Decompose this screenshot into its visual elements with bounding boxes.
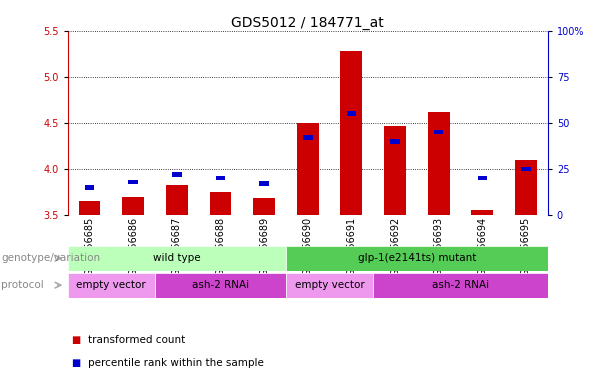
Bar [79,201,101,215]
Bar [434,130,444,134]
Bar [68,273,155,298]
Bar [172,172,181,177]
Text: ■: ■ [71,335,80,345]
Bar [384,126,406,215]
Bar [373,273,548,298]
Bar [286,273,373,298]
Bar [155,273,286,298]
Text: empty vector: empty vector [294,280,365,290]
Bar [340,51,362,215]
Bar [428,112,449,215]
Bar [210,192,231,215]
Bar [85,185,94,190]
Text: empty vector: empty vector [77,280,146,290]
Bar [286,246,548,271]
Text: ■: ■ [71,358,80,368]
Bar [259,181,269,186]
Bar [471,210,493,215]
Bar [253,199,275,215]
Text: transformed count: transformed count [88,335,186,345]
Text: wild type: wild type [153,253,201,263]
Bar [521,167,531,171]
Text: protocol: protocol [1,280,44,290]
Bar [123,197,144,215]
Title: GDS5012 / 184771_at: GDS5012 / 184771_at [231,16,384,30]
Bar [166,185,188,215]
Bar [391,139,400,144]
Bar [515,160,537,215]
Bar [346,111,356,116]
Bar [216,176,225,180]
Bar [128,180,138,184]
Text: ash-2 RNAi: ash-2 RNAi [432,280,489,290]
Text: genotype/variation: genotype/variation [1,253,100,263]
Text: ash-2 RNAi: ash-2 RNAi [192,280,249,290]
Bar [68,246,286,271]
Text: percentile rank within the sample: percentile rank within the sample [88,358,264,368]
Bar [297,123,319,215]
Bar [303,135,313,140]
Text: glp-1(e2141ts) mutant: glp-1(e2141ts) mutant [358,253,476,263]
Bar [478,176,487,180]
